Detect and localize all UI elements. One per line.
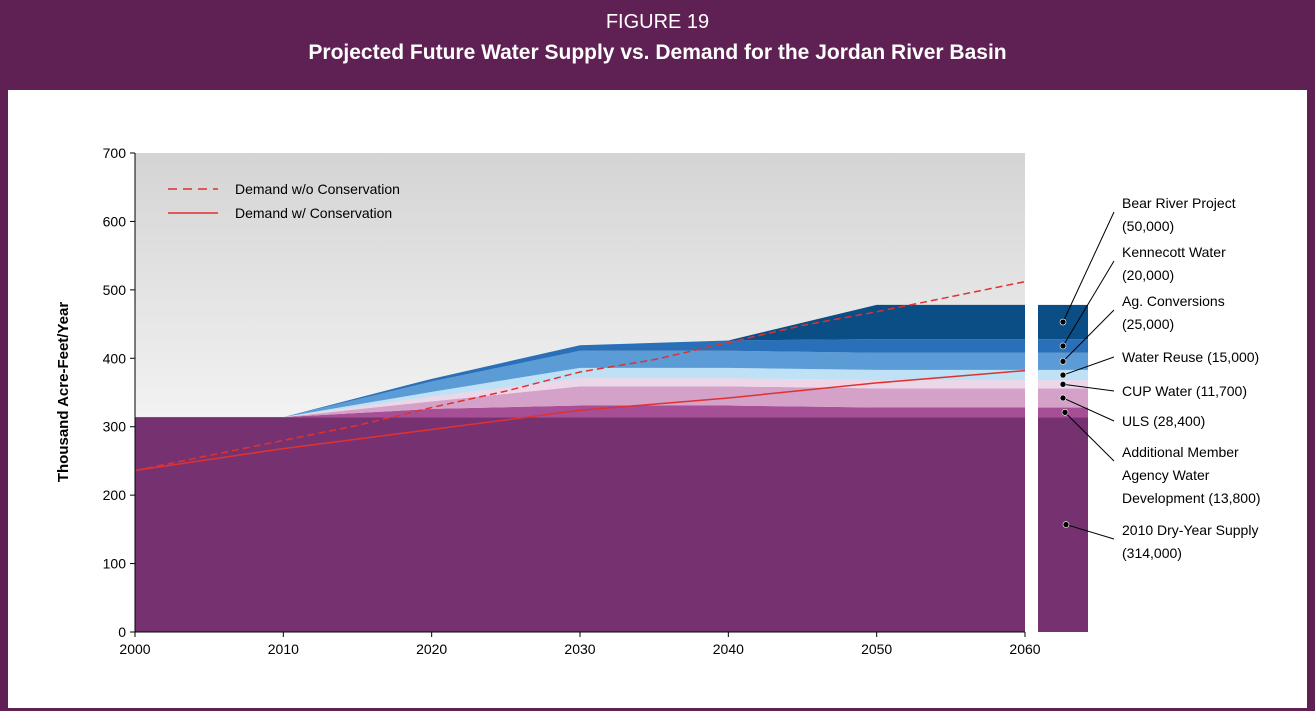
- annotation-leader: [1065, 524, 1115, 540]
- area-series-6: [135, 339, 1025, 418]
- area-series-2: [135, 386, 1025, 418]
- legend-label: Demand w/ Conservation: [235, 205, 392, 221]
- y-tick-label: 600: [103, 213, 127, 229]
- annotation-dot: [1059, 394, 1067, 402]
- figure-number: FIGURE 19: [605, 11, 710, 33]
- annotation-leader: [1062, 211, 1115, 323]
- annotation-label: Kennecott Water: [1122, 244, 1226, 260]
- annotation-dot: [1059, 380, 1067, 388]
- x-tick-label: 2040: [713, 641, 744, 657]
- annotation-leader: [1062, 260, 1115, 347]
- x-tick-label: 2060: [1009, 641, 1040, 657]
- chart-panel: 0 100 200 300 400 500 600 700 2000 2010 2020 2030 20…: [8, 90, 1307, 708]
- area-series-5: [135, 350, 1025, 418]
- annotation-dot: [1059, 342, 1067, 350]
- y-tick-label: 400: [103, 350, 127, 366]
- annotation-label: Development (13,800): [1122, 490, 1261, 506]
- annotation-dot: [1061, 409, 1069, 416]
- y-tick-label: 0: [118, 624, 126, 640]
- annotation-leader: [1064, 411, 1115, 462]
- annotation-label: (20,000): [1122, 267, 1174, 283]
- y-tick-label: 700: [103, 145, 127, 161]
- y-axis-label: Thousand Acre-Feet/Year: [55, 302, 72, 482]
- annotation-label: 2010 Dry-Year Supply: [1122, 522, 1258, 538]
- annotation-label: (25,000): [1122, 316, 1174, 332]
- annotation-label: Additional Member: [1122, 444, 1239, 460]
- legend-label: Demand w/o Conservation: [235, 181, 400, 197]
- annotation-label: (50,000): [1122, 218, 1174, 234]
- figure-header: FIGURE 19 Projected Future Water Supply …: [0, 0, 1315, 90]
- summary-bar: [1038, 304, 1088, 632]
- annotation-label: Agency Water: [1122, 467, 1210, 483]
- x-tick-label: 2020: [416, 641, 447, 657]
- chart: 0 100 200 300 400 500 600 700 2000 2010 2020 2030 20…: [55, 145, 1261, 657]
- annotation-leader: [1062, 356, 1115, 376]
- area-series-3: [135, 378, 1025, 418]
- x-tick-label: 2050: [861, 641, 892, 657]
- annotation-dot: [1062, 521, 1070, 528]
- annotation-leader: [1062, 397, 1115, 422]
- annotation-dot: [1059, 371, 1067, 379]
- annotation-dot: [1059, 318, 1067, 326]
- legend: Demand w/o Conservation Demand w/ Conserv…: [168, 181, 400, 221]
- annotations: Bear River Project (50,000) Kennecott Wate…: [1059, 195, 1261, 561]
- x-tick-label: 2000: [119, 641, 150, 657]
- annotation-leader: [1062, 309, 1115, 362]
- y-tick-label: 500: [103, 282, 127, 298]
- annotation-label: Bear River Project: [1122, 195, 1236, 211]
- area-series-4: [135, 367, 1025, 418]
- y-tick-label: 100: [103, 556, 127, 572]
- area-series-1: [135, 405, 1025, 418]
- figure-title: Projected Future Water Supply vs. Demand…: [308, 41, 1007, 64]
- annotation-label: (314,000): [1122, 545, 1182, 561]
- area-series-0: [135, 417, 1025, 632]
- demand-lines: [134, 280, 1026, 472]
- x-tick-label: 2010: [268, 641, 299, 657]
- y-tick-label: 200: [103, 487, 127, 503]
- x-tick-label: 2030: [564, 641, 595, 657]
- demand-line-0: [134, 280, 1026, 472]
- annotation-label: ULS (28,400): [1122, 413, 1205, 429]
- axes: 0 100 200 300 400 500 600 700 2000 2010 2020 2030 20…: [103, 145, 1041, 657]
- annotation-label: Ag. Conversions: [1122, 293, 1225, 309]
- y-tick-label: 300: [103, 419, 127, 435]
- area-layers: [135, 304, 1025, 632]
- annotation-label: CUP Water (11,700): [1122, 383, 1247, 399]
- area-series-7: [135, 304, 1025, 418]
- annotation-leader: [1062, 383, 1115, 392]
- demand-line-1: [134, 369, 1026, 472]
- annotation-label: Water Reuse (15,000): [1122, 349, 1259, 365]
- annotation-dot: [1059, 358, 1067, 365]
